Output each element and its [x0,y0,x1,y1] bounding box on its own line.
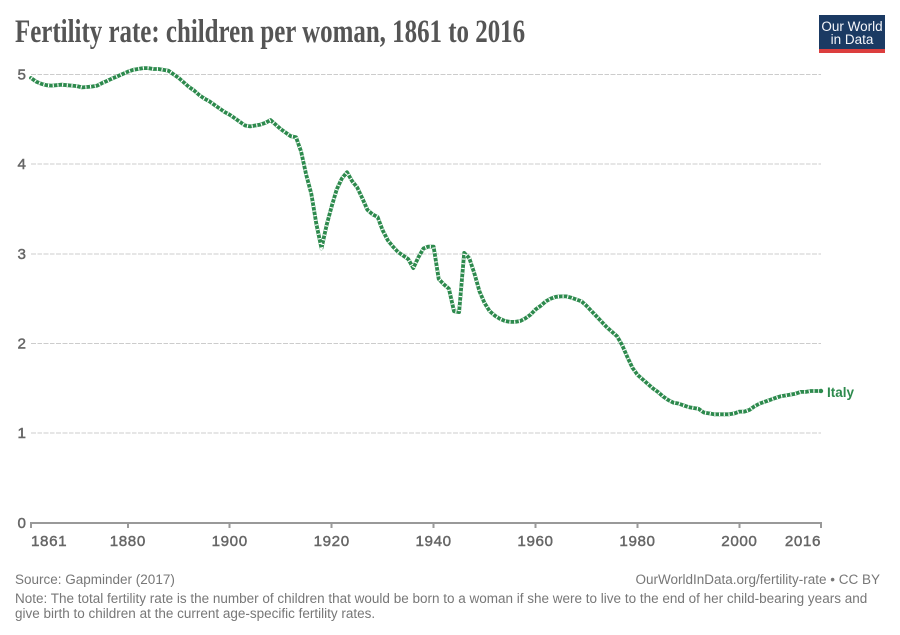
svg-text:1861: 1861 [31,533,67,550]
svg-text:2: 2 [18,335,26,352]
svg-text:1880: 1880 [110,533,146,550]
svg-text:0: 0 [18,515,26,532]
svg-text:2000: 2000 [721,533,757,550]
svg-text:1900: 1900 [212,533,248,550]
svg-text:Italy: Italy [827,385,855,400]
svg-text:1980: 1980 [619,533,655,550]
svg-text:2016: 2016 [785,533,821,550]
svg-text:1: 1 [18,425,26,442]
svg-text:1960: 1960 [517,533,553,550]
svg-text:3: 3 [18,246,26,263]
svg-text:1920: 1920 [314,533,350,550]
svg-text:5: 5 [18,66,26,83]
svg-text:1940: 1940 [416,533,452,550]
svg-text:4: 4 [18,156,26,173]
